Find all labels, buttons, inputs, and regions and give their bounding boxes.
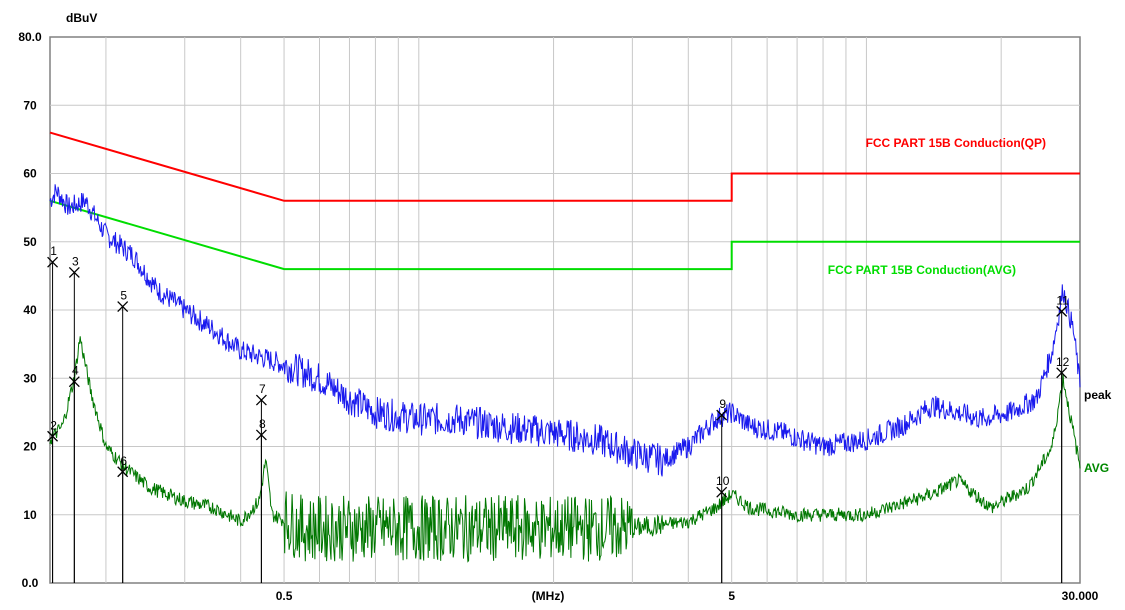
marker-label: 5 xyxy=(120,289,127,303)
y-tick-label: 40 xyxy=(23,303,37,317)
marker-label: 11 xyxy=(1056,293,1069,307)
marker-cross xyxy=(47,430,59,442)
y-tick-label: 0.0 xyxy=(22,576,39,590)
marker-label: 8 xyxy=(259,417,266,431)
marker-label: 6 xyxy=(120,454,127,468)
marker-cross xyxy=(117,301,129,313)
y-tick-label: 50 xyxy=(23,235,37,249)
marker-label: 3 xyxy=(72,254,79,268)
y-tick-label: 10 xyxy=(23,508,37,522)
series-layer xyxy=(49,184,1081,563)
y-tick-label: 60 xyxy=(23,167,37,181)
series-line-avg xyxy=(49,336,1081,563)
legend-avg-limit-label: FCC PART 15B Conduction(AVG) xyxy=(828,263,1016,277)
marker-label: 10 xyxy=(716,474,730,488)
y-tick-label: 80.0 xyxy=(18,30,42,44)
marker-cross xyxy=(68,376,80,388)
y-tick-label: 20 xyxy=(23,440,37,454)
legend-avg-label: AVG xyxy=(1084,461,1109,475)
axis-layer: 0.0 10 20 30 40 50 60 70 80.0 0.5 5 30.000 xyxy=(18,30,1098,603)
marker-4: 4 xyxy=(68,364,80,583)
marker-10: 10 xyxy=(716,474,730,583)
marker-cross xyxy=(68,267,80,278)
marker-cross xyxy=(117,466,129,478)
grid-layer xyxy=(50,37,1080,583)
legend-qp-label: FCC PART 15B Conduction(QP) xyxy=(866,136,1046,150)
limit-line-avg xyxy=(49,199,1080,271)
marker-cross xyxy=(1056,305,1068,317)
x-tick-label: 5 xyxy=(728,589,735,603)
limit-lines-layer xyxy=(49,131,1080,271)
marker-cross xyxy=(1056,367,1068,379)
legend-peak-label: peak xyxy=(1084,388,1112,402)
marker-8: 8 xyxy=(255,417,267,583)
y-tick-label: 70 xyxy=(23,98,37,112)
marker-label: 4 xyxy=(72,364,79,378)
marker-cross xyxy=(716,409,728,421)
marker-cross xyxy=(47,256,59,268)
marker-6: 6 xyxy=(117,454,129,583)
marker-label: 2 xyxy=(50,418,57,432)
y-tick-label: 30 xyxy=(23,371,37,385)
marker-12: 12 xyxy=(1056,355,1070,583)
x-tick-label: 0.5 xyxy=(276,589,293,603)
limit-line-qp xyxy=(49,131,1080,202)
y-axis-label: dBuV xyxy=(66,11,97,25)
series-line-peak xyxy=(49,184,1081,477)
marker-cross xyxy=(716,486,728,498)
x-tick-label: 30.000 xyxy=(1062,589,1099,603)
marker-label: 9 xyxy=(719,397,726,411)
marker-label: 12 xyxy=(1056,355,1070,369)
x-axis-label: (MHz) xyxy=(532,589,565,603)
marker-label: 1 xyxy=(50,244,57,258)
marker-cross xyxy=(255,429,267,441)
marker-label: 7 xyxy=(259,382,266,396)
marker-cross xyxy=(255,394,267,406)
marker-2: 2 xyxy=(47,418,59,583)
